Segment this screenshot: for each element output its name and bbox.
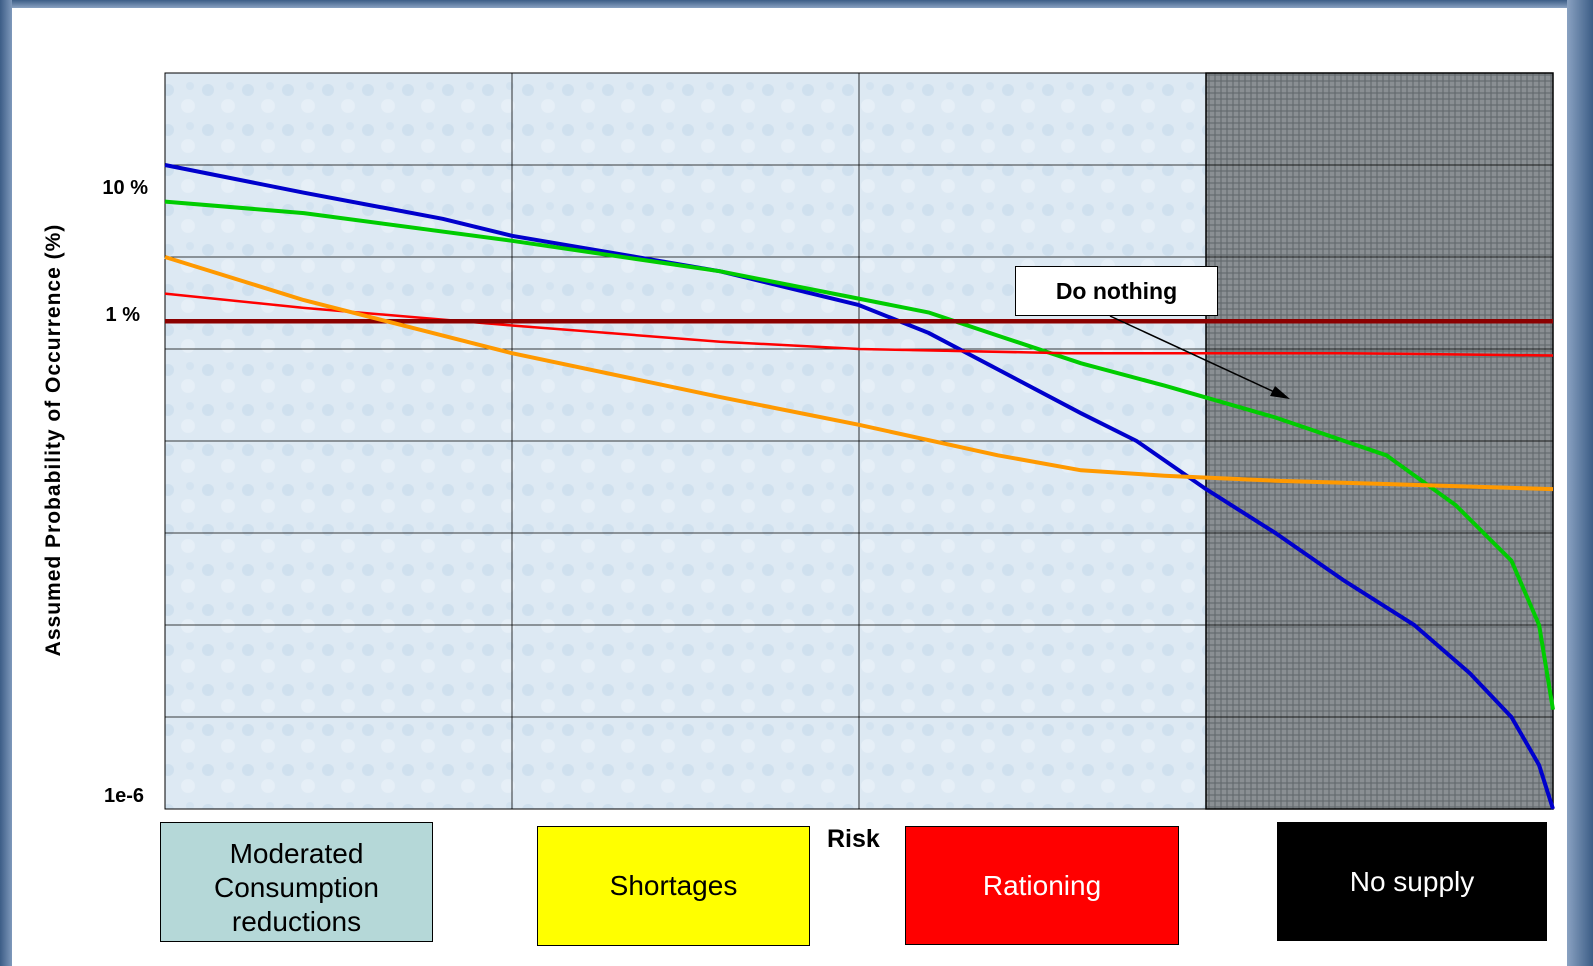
category-shortages-box: Shortages: [537, 826, 810, 946]
x-axis-title: Risk: [827, 825, 880, 853]
do-nothing-arrow-line: [1109, 315, 1284, 397]
category-moderated-label: Moderated Consumption reductions: [214, 838, 379, 937]
y-tick-label-10pct: 10 %: [102, 177, 148, 199]
do-nothing-arrow-head: [1270, 386, 1290, 399]
series-line-1: [164, 199, 1555, 711]
window-frame-right: [1567, 0, 1593, 966]
do-nothing-annotation: Do nothing: [1015, 266, 1218, 316]
y-tick-label-1e-6: 1e-6: [103, 785, 144, 807]
series-line-4: [164, 255, 1554, 492]
y-tick-label-1pct: 1 %: [105, 304, 140, 326]
window-frame-left: [0, 0, 12, 966]
category-shortages-label: Shortages: [609, 870, 738, 901]
category-moderated-box: Moderated Consumption reductions: [160, 822, 433, 942]
category-no-supply-label: No supply: [1349, 865, 1475, 897]
category-rationing-label: Rationing: [982, 869, 1102, 901]
y-axis-title: Assumed Probability of Occurrence (%): [42, 223, 65, 657]
series-line-2: [164, 292, 1554, 357]
category-rationing-box: Rationing: [905, 826, 1179, 945]
series-line-0: [164, 163, 1555, 810]
category-no-supply-box: No supply: [1277, 822, 1547, 941]
window-frame-top: [0, 0, 1593, 8]
